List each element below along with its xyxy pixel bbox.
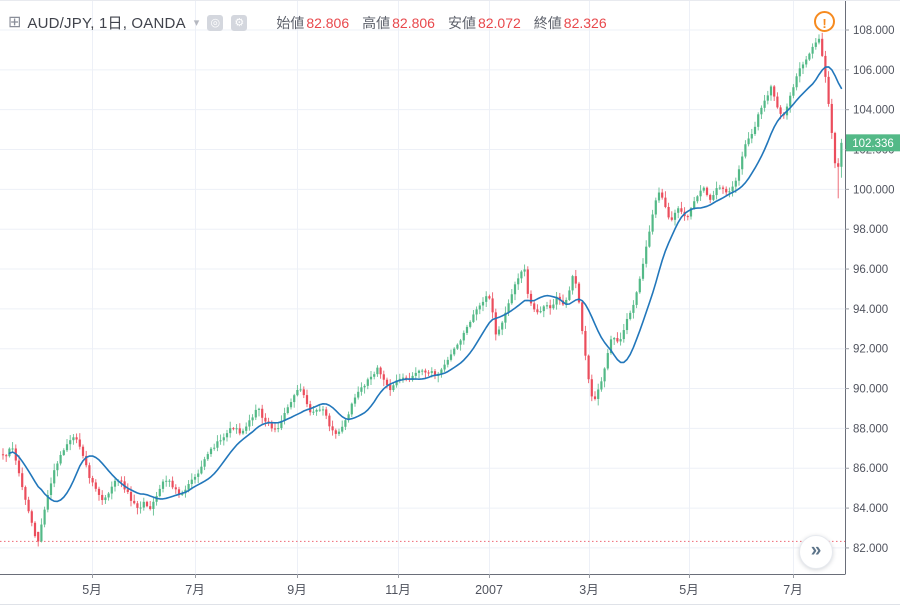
chart-legend: ⊞ AUD/JPY, 1日, OANDA ▾ ◎ ⚙ 始値 82.806 高値 … <box>8 12 607 33</box>
svg-text:88.000: 88.000 <box>853 423 888 435</box>
svg-text:11月: 11月 <box>385 583 410 597</box>
svg-text:86.000: 86.000 <box>853 463 888 475</box>
eye-icon[interactable]: ◎ <box>207 14 224 31</box>
alert-warning-icon[interactable]: ! <box>814 11 835 32</box>
open-label: 始値 <box>276 14 305 31</box>
svg-text:9月: 9月 <box>287 583 306 597</box>
svg-text:90.000: 90.000 <box>853 384 888 396</box>
svg-text:104.000: 104.000 <box>853 105 895 117</box>
svg-text:102.336: 102.336 <box>852 138 894 150</box>
scroll-to-recent-button[interactable]: » <box>799 535 833 569</box>
axes <box>0 1 846 575</box>
svg-text:82.000: 82.000 <box>853 543 888 555</box>
close-value: 82.326 <box>563 14 607 31</box>
add-symbol-icon[interactable]: ⊞ <box>8 13 22 31</box>
time-axis[interactable]: 5月 7月 9月 11月 2007 3月 5月 7月 <box>82 574 803 597</box>
gear-icon[interactable]: ⚙ <box>231 14 248 31</box>
svg-text:5月: 5月 <box>82 583 101 597</box>
svg-text:92.000: 92.000 <box>853 344 888 356</box>
high-label: 高値 <box>362 14 391 31</box>
ma-line <box>8 66 843 503</box>
symbol-title[interactable]: AUD/JPY, 1日, OANDA <box>27 15 186 32</box>
last-price-label: 102.336 <box>846 134 900 152</box>
svg-text:7月: 7月 <box>185 583 204 597</box>
svg-text:2007: 2007 <box>475 583 503 597</box>
svg-text:5月: 5月 <box>679 583 698 597</box>
high-value: 82.806 <box>392 14 435 31</box>
svg-text:106.000: 106.000 <box>853 65 895 77</box>
svg-text:3月: 3月 <box>579 583 598 597</box>
svg-text:108.000: 108.000 <box>853 25 895 37</box>
svg-text:94.000: 94.000 <box>853 304 888 316</box>
svg-text:96.000: 96.000 <box>853 264 888 276</box>
open-value: 82.806 <box>306 14 350 31</box>
low-label: 安値 <box>447 14 476 31</box>
close-label: 終値 <box>533 14 562 31</box>
ohlc-legend: 始値 82.806 高値 82.806 安値 82.072 終値 82.326 <box>263 13 606 33</box>
grid-lines <box>0 1 845 574</box>
svg-text:84.000: 84.000 <box>853 503 888 515</box>
chevron-down-icon[interactable]: ▾ <box>193 17 200 29</box>
svg-text:7月: 7月 <box>783 583 802 597</box>
low-value: 82.072 <box>477 14 521 31</box>
svg-text:100.000: 100.000 <box>853 184 895 196</box>
double-chevron-right-icon: » <box>810 540 822 561</box>
price-axis[interactable]: 108.000106.000104.000102.000100.00098.00… <box>845 25 895 555</box>
svg-text:98.000: 98.000 <box>853 224 888 236</box>
